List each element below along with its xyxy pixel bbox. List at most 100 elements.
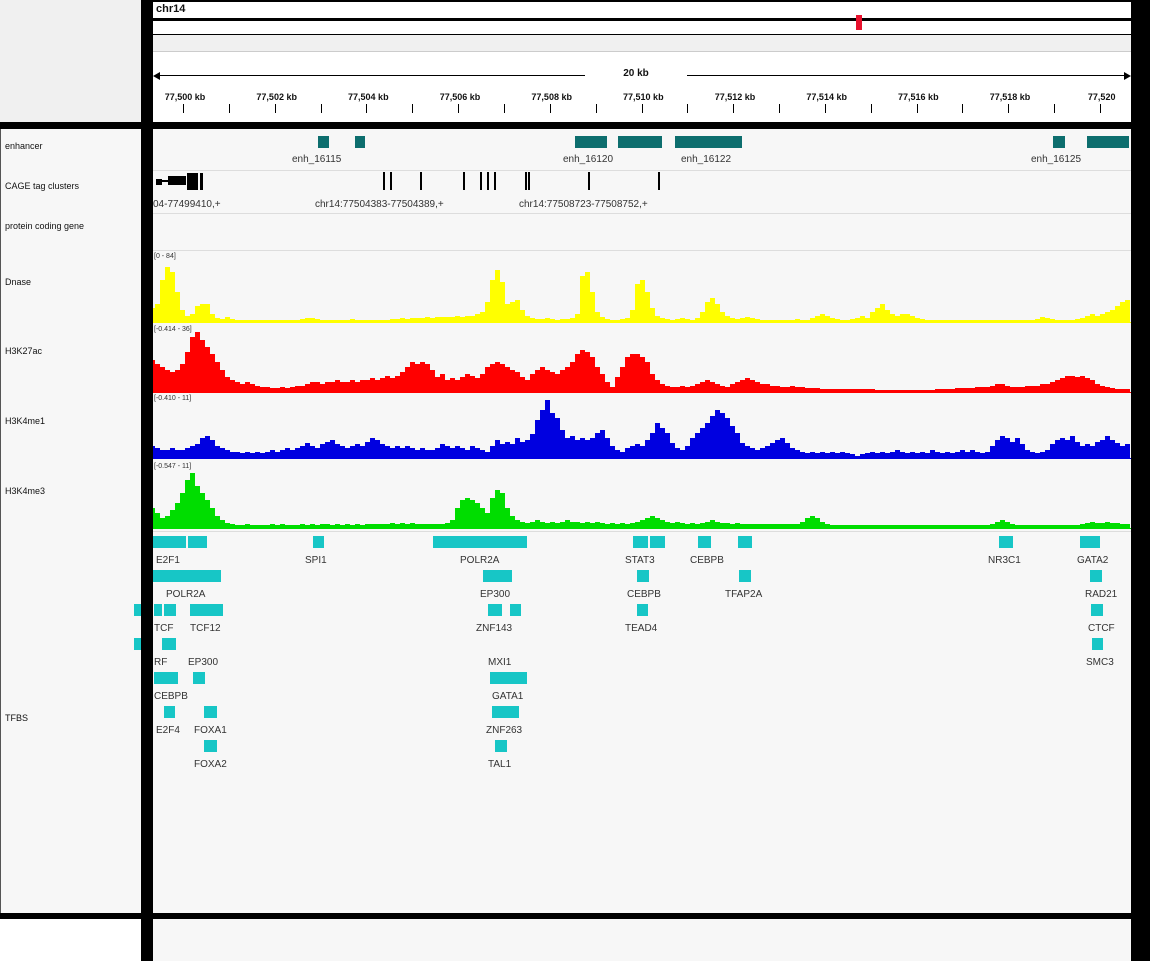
histogram-bar <box>1015 525 1020 528</box>
cage-cluster-tick[interactable] <box>494 172 496 190</box>
tfbs-box[interactable] <box>1080 536 1100 548</box>
track-separator <box>153 213 1131 214</box>
histogram-bar <box>450 448 455 458</box>
chromosome-ideogram[interactable] <box>153 20 1131 35</box>
histogram-bar <box>690 386 695 392</box>
tfbs-box[interactable] <box>483 570 512 582</box>
cage-cluster-tick[interactable] <box>588 172 590 190</box>
histogram-bar <box>610 523 615 528</box>
histogram-bar <box>880 390 885 392</box>
tfbs-box[interactable] <box>510 604 521 616</box>
cage-cluster-tick[interactable] <box>463 172 465 190</box>
tfbs-box[interactable] <box>999 536 1013 548</box>
enhancer-region[interactable] <box>1087 136 1129 148</box>
histogram-bar <box>320 524 325 528</box>
tfbs-label-foxa2: FOXA2 <box>194 759 227 770</box>
sidebar-track-label-h3k4me1[interactable]: H3K4me1 <box>5 416 46 426</box>
cage-cluster-glyph[interactable] <box>156 179 162 185</box>
histogram-bar <box>385 446 390 458</box>
tfbs-box[interactable] <box>162 638 176 650</box>
cage-cluster-tick[interactable] <box>480 172 482 190</box>
sidebar-track-label-cage-tag-clusters[interactable]: CAGE tag clusters <box>5 181 80 191</box>
track-range-label: [-0.547 - 11] <box>154 463 192 470</box>
histogram-bar <box>780 320 785 322</box>
histogram-bar <box>950 453 955 458</box>
coordinate-ruler[interactable]: 20 kb 77,500 kb 77,502 kb 77,504 kb 77,506 … <box>153 51 1131 123</box>
tfbs-box[interactable] <box>1091 604 1103 616</box>
histogram-bar <box>175 450 180 458</box>
tfbs-box[interactable] <box>313 536 324 548</box>
histogram-bar <box>695 433 700 458</box>
enhancer-region[interactable] <box>575 136 607 148</box>
histogram-bar <box>480 374 485 392</box>
histogram-bar <box>500 282 505 322</box>
tfbs-box[interactable] <box>1090 570 1102 582</box>
histogram-bar <box>195 332 200 392</box>
enhancer-region[interactable] <box>618 136 662 148</box>
track-baseline <box>153 458 1131 459</box>
cage-cluster-tick[interactable] <box>528 172 530 190</box>
tfbs-box[interactable] <box>152 536 186 548</box>
tfbs-box[interactable] <box>488 604 502 616</box>
histogram-bar <box>205 500 210 528</box>
sidebar-panel-divider[interactable] <box>141 0 153 961</box>
cage-cluster-tick[interactable] <box>658 172 660 190</box>
histogram-bar <box>175 370 180 392</box>
tfbs-box[interactable] <box>134 604 145 616</box>
tfbs-box[interactable] <box>738 536 752 548</box>
histogram-bar <box>405 446 410 458</box>
enhancer-region[interactable] <box>355 136 365 148</box>
tfbs-box[interactable] <box>154 604 162 616</box>
histogram-bar <box>295 448 300 458</box>
tfbs-box[interactable] <box>495 740 507 752</box>
sidebar-track-label-dnase[interactable]: Dnase <box>5 277 32 287</box>
histogram-bar <box>745 446 750 458</box>
tfbs-box[interactable] <box>204 740 217 752</box>
cage-cluster-glyph[interactable] <box>187 173 198 190</box>
tfbs-box[interactable] <box>190 604 223 616</box>
sidebar-track-label-protein-coding-gene[interactable]: protein coding gene <box>5 221 85 231</box>
tfbs-box[interactable] <box>433 536 527 548</box>
histogram-bar <box>230 319 235 322</box>
tfbs-box[interactable] <box>492 706 519 718</box>
enhancer-region[interactable] <box>1053 136 1065 148</box>
histogram-bar <box>335 380 340 392</box>
cage-cluster-glyph[interactable] <box>162 180 169 182</box>
tfbs-box[interactable] <box>490 672 527 684</box>
ideogram-position-marker[interactable] <box>856 15 862 30</box>
tfbs-box[interactable] <box>164 706 175 718</box>
cage-cluster-tick[interactable] <box>525 172 527 190</box>
tfbs-box[interactable] <box>633 536 648 548</box>
sidebar-track-label-tfbs[interactable]: TFBS <box>5 713 29 723</box>
cage-cluster-glyph[interactable] <box>200 173 203 190</box>
cage-cluster-tick[interactable] <box>390 172 392 190</box>
sidebar-track-label-enhancer[interactable]: enhancer <box>5 141 43 151</box>
tfbs-box[interactable] <box>164 604 176 616</box>
tfbs-box[interactable] <box>188 536 207 548</box>
cage-cluster-tick[interactable] <box>383 172 385 190</box>
histogram-bar <box>265 525 270 528</box>
histogram-bar <box>495 270 500 322</box>
tfbs-box[interactable] <box>204 706 217 718</box>
cage-cluster-tick[interactable] <box>487 172 489 190</box>
cage-cluster-glyph[interactable] <box>168 176 186 185</box>
enhancer-region[interactable] <box>318 136 329 148</box>
tfbs-box[interactable] <box>1092 638 1103 650</box>
histogram-bar <box>780 387 785 392</box>
enhancer-region[interactable] <box>675 136 742 148</box>
cage-cluster-tick[interactable] <box>420 172 422 190</box>
tfbs-box[interactable] <box>151 570 221 582</box>
histogram-bar <box>340 320 345 322</box>
tfbs-box[interactable] <box>193 672 205 684</box>
tfbs-box[interactable] <box>154 672 178 684</box>
sidebar-track-label-h3k4me3[interactable]: H3K4me3 <box>5 486 46 496</box>
tfbs-box[interactable] <box>739 570 751 582</box>
tfbs-box[interactable] <box>698 536 711 548</box>
tfbs-box[interactable] <box>637 570 649 582</box>
tfbs-box[interactable] <box>650 536 665 548</box>
tfbs-box[interactable] <box>637 604 648 616</box>
histogram-bar <box>290 387 295 392</box>
sidebar-track-label-h3k27ac[interactable]: H3K27ac <box>5 346 43 356</box>
histogram-bar <box>205 436 210 458</box>
histogram-bar <box>820 389 825 392</box>
